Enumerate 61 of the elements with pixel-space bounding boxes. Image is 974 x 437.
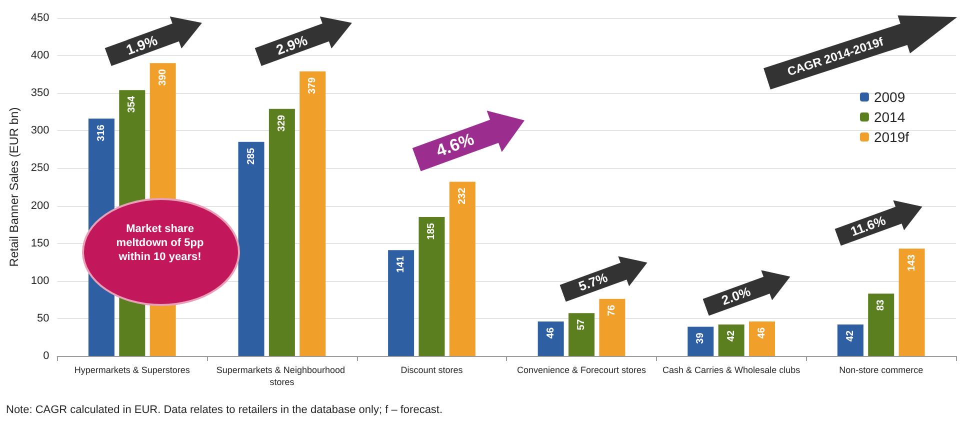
bar — [599, 298, 626, 356]
data-label: 42 — [844, 330, 856, 342]
bar — [688, 326, 714, 356]
data-label: 143 — [906, 254, 918, 272]
bar — [268, 108, 295, 356]
y-tick-label: 350 — [30, 87, 50, 100]
y-tick-label: 300 — [30, 124, 50, 137]
bar — [898, 248, 925, 356]
legend-label: 2009 — [874, 89, 906, 105]
data-label: 141 — [396, 256, 407, 273]
y-tick-label: 100 — [30, 274, 50, 287]
data-label: 76 — [606, 304, 618, 316]
data-label: 379 — [307, 76, 318, 94]
bar — [748, 321, 775, 356]
data-label: 39 — [695, 332, 706, 344]
y-tick-label: 0 — [43, 350, 50, 362]
bar — [868, 294, 894, 356]
bar — [718, 324, 744, 356]
y-axis-title: Retail Banner Sales (EUR bn) — [7, 107, 21, 267]
data-label: 285 — [246, 148, 257, 165]
y-tick-label: 200 — [30, 200, 50, 212]
y-tick-label: 450 — [30, 12, 50, 24]
x-tick-label: Supermarkets & Neighbourhood stores — [216, 365, 348, 387]
data-label: 46 — [545, 327, 556, 339]
y-tick-label: 250 — [30, 162, 50, 174]
y-tick-label: 150 — [30, 237, 50, 250]
annotation: 4.6% — [432, 128, 478, 162]
data-label: 57 — [576, 318, 588, 330]
legend-label: 2014 — [874, 109, 906, 125]
data-label: 354 — [126, 96, 138, 113]
data-label: 42 — [726, 330, 737, 342]
annotation: 2.9% — [272, 30, 310, 60]
bar — [388, 250, 414, 356]
x-tick-label: Cash & Carries & Wholesale clubs — [662, 365, 801, 375]
data-label: 329 — [276, 114, 288, 132]
x-tick-label: Convenience & Forecourt stores — [516, 365, 647, 375]
data-label: 83 — [876, 299, 887, 311]
bar — [238, 142, 264, 356]
annotation: Market share meltdown of 5pp within 10 years! — [115, 222, 205, 264]
annotation: 5.7% — [576, 268, 611, 296]
data-label: 316 — [96, 124, 107, 142]
x-tick-label: Non-store commerce — [839, 365, 924, 375]
y-tick-label: 50 — [37, 312, 50, 324]
bar — [837, 324, 864, 356]
bar — [300, 71, 326, 356]
y-tick-label: 400 — [30, 50, 50, 62]
annotation: 2.0% — [718, 282, 754, 310]
annotation: 1.9% — [122, 30, 160, 60]
bar — [418, 217, 445, 356]
x-tick-label: Hypermarkets & Superstores — [74, 365, 190, 375]
legend-label: 2019f — [874, 129, 910, 145]
data-label: 46 — [756, 327, 768, 339]
bar — [568, 313, 595, 356]
x-tick-label: Discount stores — [400, 365, 464, 375]
data-label: 232 — [456, 187, 468, 204]
data-label: 390 — [157, 68, 168, 86]
annotation: 11.6% — [848, 212, 889, 242]
data-label: 185 — [426, 222, 438, 240]
bar — [538, 321, 564, 356]
text: Note: CAGR calculated in EUR. Data relates to retailers in the database only; f – forecast. — [6, 404, 443, 416]
bar — [449, 182, 476, 356]
